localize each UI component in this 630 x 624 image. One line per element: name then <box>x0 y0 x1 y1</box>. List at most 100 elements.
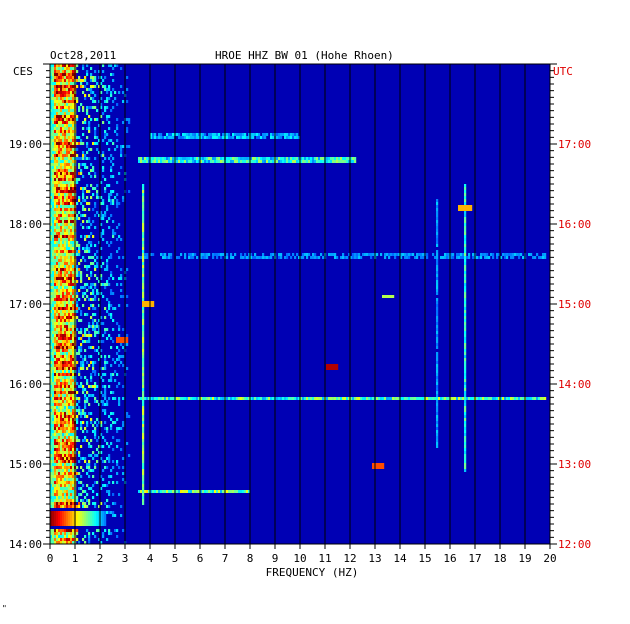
spectrogram-cell <box>60 439 63 442</box>
spectrogram-cell <box>56 73 59 76</box>
spectrogram-cell <box>70 82 73 85</box>
spectrogram-cell <box>50 181 53 184</box>
spectrogram-cell <box>66 451 69 454</box>
x-tick-label: 20 <box>543 552 556 565</box>
spectrogram-cell <box>100 349 103 352</box>
spectrogram-cell <box>56 469 59 472</box>
spectrogram-cell <box>106 430 109 433</box>
spectrogram-cell <box>278 256 281 259</box>
spectrogram-cell <box>486 256 489 259</box>
spectrogram-cell <box>64 328 67 331</box>
right-time-label: 17:00 <box>558 138 591 151</box>
spectrogram-cell <box>72 259 75 262</box>
spectrogram-cell <box>64 184 67 187</box>
spectrogram-cell <box>86 430 89 433</box>
spectrogram-cell <box>254 160 257 163</box>
spectrogram-cell <box>64 310 67 313</box>
spectrogram-cell <box>284 397 287 400</box>
spectrogram-cell <box>68 283 71 286</box>
spectrogram-cell <box>64 94 67 97</box>
spectrogram-cell <box>436 361 439 364</box>
spectrogram-cell <box>66 106 69 109</box>
spectrogram-cell <box>70 529 73 532</box>
spectrogram-cell <box>86 64 89 67</box>
spectrogram-cell <box>100 514 103 517</box>
spectrogram-cell <box>70 112 73 115</box>
spectrogram-cell <box>50 484 53 487</box>
spectrogram-cell <box>68 229 71 232</box>
spectrogram-cell <box>254 253 257 256</box>
spectrogram-cell <box>264 136 267 139</box>
spectrogram-cell <box>100 367 103 370</box>
spectrogram-cell <box>464 361 467 364</box>
spectrogram-cell <box>50 154 53 157</box>
x-tick-label: 1 <box>72 552 79 565</box>
spectrogram-cell <box>394 253 397 256</box>
spectrogram-cell <box>142 451 145 454</box>
spectrogram-cell <box>102 379 105 382</box>
spectrogram-cell <box>84 511 87 514</box>
spectrogram-cell <box>94 511 97 514</box>
spectrogram-cell <box>68 403 71 406</box>
chart-title: HROE HHZ BW 01 (Hohe Rhoen) <box>215 49 394 62</box>
spectrogram-cell <box>126 130 129 133</box>
spectrogram-cell <box>50 169 53 172</box>
spectrogram-cell <box>476 397 479 400</box>
spectrogram-cell <box>56 133 59 136</box>
spectrogram-cell <box>218 490 221 493</box>
spectrogram-cell <box>230 136 233 139</box>
spectrogram-cell <box>302 397 305 400</box>
spectrogram-cell <box>64 154 67 157</box>
spectrogram-cell <box>66 250 69 253</box>
spectrogram-cell <box>106 361 109 364</box>
spectrogram-cell <box>120 148 123 151</box>
spectrogram-cell <box>100 82 103 85</box>
spectrogram-cell <box>54 307 57 310</box>
spectrogram-cell <box>54 493 57 496</box>
spectrogram-cell <box>54 160 57 163</box>
spectrogram-cell <box>122 337 125 340</box>
spectrogram-cell <box>80 520 83 523</box>
spectrogram-cell <box>90 196 93 199</box>
spectrogram-cell <box>120 505 123 508</box>
spectrogram-cell <box>64 211 67 214</box>
spectrogram-cell <box>84 541 87 544</box>
spectrogram-cell <box>320 157 323 160</box>
spectrogram-cell <box>266 397 269 400</box>
spectrogram-cell <box>104 364 107 367</box>
spectrogram-cell <box>508 253 511 256</box>
spectrogram-cell <box>82 490 85 493</box>
spectrogram-cell <box>246 256 249 259</box>
spectrogram-cell <box>50 343 53 346</box>
spectrogram-cell <box>464 418 467 421</box>
spectrogram-cell <box>148 490 151 493</box>
spectrogram-cell <box>370 253 373 256</box>
spectrogram-cell <box>62 172 65 175</box>
spectrogram-cell <box>80 499 83 502</box>
spectrogram-cell <box>50 472 53 475</box>
spectrogram-cell <box>50 235 53 238</box>
spectrogram-cell <box>50 133 53 136</box>
spectrogram-cell <box>232 136 235 139</box>
spectrogram-cell <box>84 394 87 397</box>
spectrogram-cell <box>68 487 71 490</box>
spectrogram-cell <box>118 235 121 238</box>
spectrogram-cell <box>86 313 89 316</box>
spectrogram-cell <box>80 514 83 517</box>
spectrogram-cell <box>416 397 419 400</box>
spectrogram-cell <box>70 409 73 412</box>
spectrogram-cell <box>54 121 57 124</box>
spectrogram-cell <box>56 292 59 295</box>
spectrogram-cell <box>56 193 59 196</box>
spectrogram-cell <box>60 145 63 148</box>
spectrogram-cell <box>76 316 79 319</box>
spectrogram-cell <box>142 463 145 466</box>
spectrogram-cell <box>498 397 501 400</box>
spectrogram-cell <box>318 256 321 259</box>
spectrogram-cell <box>68 346 71 349</box>
spectrogram-cell <box>142 382 145 385</box>
spectrogram-cell <box>142 199 145 202</box>
spectrogram-cell <box>406 253 409 256</box>
spectrogram-cell <box>88 148 91 151</box>
spectrogram-cell <box>94 187 97 190</box>
